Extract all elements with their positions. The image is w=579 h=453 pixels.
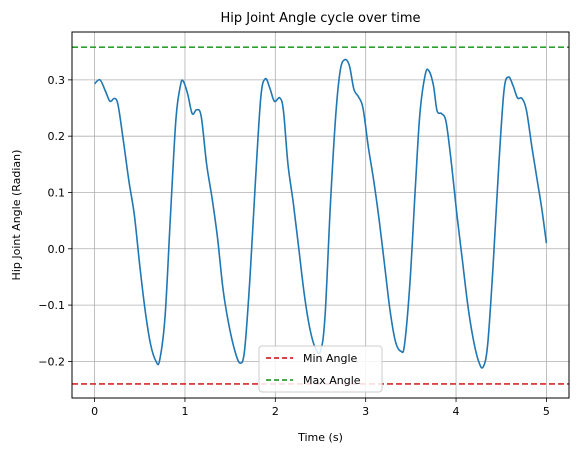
- x-axis: 0 1 2 3 4 5: [91, 398, 550, 418]
- y-axis-label: Hip Joint Angle (Radian): [10, 150, 23, 281]
- x-axis-label: Time (s): [297, 431, 343, 444]
- plot-frame: [71, 31, 570, 399]
- x-tick-label: 4: [453, 405, 460, 418]
- y-tick-label: −0.1: [38, 299, 65, 312]
- y-tick-label: 0.2: [48, 130, 66, 143]
- series-layer: [94, 58, 548, 369]
- y-axis: −0.2 −0.1 0.0 0.1 0.2 0.3: [38, 74, 72, 368]
- grid: [72, 32, 569, 398]
- x-tick-label: 0: [91, 405, 98, 418]
- x-tick-label: 5: [543, 405, 550, 418]
- legend: Min Angle Max Angle: [258, 345, 383, 393]
- series-line-hip-angle: [94, 58, 548, 369]
- legend-label-min-angle: Min Angle: [303, 352, 358, 365]
- y-tick-label: 0.3: [48, 74, 66, 87]
- x-tick-label: 3: [362, 405, 369, 418]
- reference-lines: [72, 46, 569, 385]
- y-tick-label: 0.0: [48, 243, 66, 256]
- x-tick-label: 1: [181, 405, 188, 418]
- legend-box: [258, 345, 383, 393]
- chart-title: Hip Joint Angle cycle over time: [221, 11, 421, 26]
- x-tick-label: 2: [272, 405, 279, 418]
- legend-label-max-angle: Max Angle: [303, 374, 361, 387]
- y-tick-label: −0.2: [38, 355, 65, 368]
- y-tick-label: 0.1: [48, 186, 66, 199]
